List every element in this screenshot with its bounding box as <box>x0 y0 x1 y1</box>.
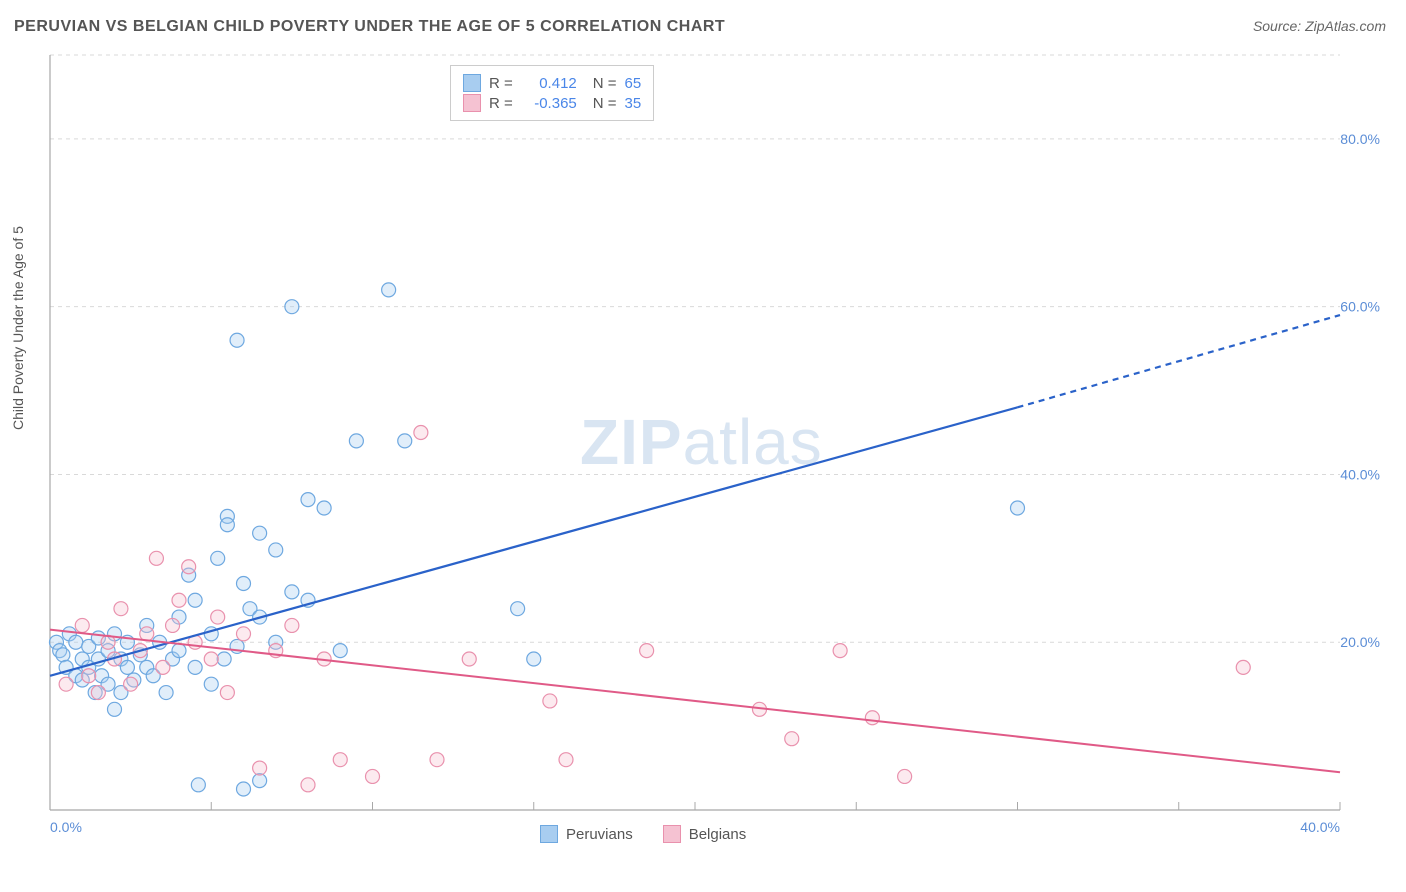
correlation-stats-box: R = 0.412 N = 65 R = -0.365 N = 35 <box>450 65 654 121</box>
legend-item-b: Belgians <box>663 825 747 843</box>
legend-label-a: Peruvians <box>566 826 633 843</box>
svg-text:60.0%: 60.0% <box>1340 299 1380 315</box>
r-value-b: -0.365 <box>521 95 577 112</box>
swatch-peruvians <box>463 74 481 92</box>
n-label: N = <box>593 95 617 112</box>
legend-item-a: Peruvians <box>540 825 633 843</box>
n-value-a: 65 <box>625 75 642 92</box>
r-label: R = <box>489 75 513 92</box>
stats-row-b: R = -0.365 N = 35 <box>463 94 641 112</box>
swatch-belgians <box>463 94 481 112</box>
svg-text:20.0%: 20.0% <box>1340 634 1380 650</box>
svg-text:40.0%: 40.0% <box>1300 819 1340 835</box>
scatter-chart: 20.0% 40.0% 60.0% 80.0% 0.0% 40.0% <box>0 0 1406 892</box>
swatch-peruvians <box>540 825 558 843</box>
legend-label-b: Belgians <box>689 826 747 843</box>
svg-text:40.0%: 40.0% <box>1340 466 1380 482</box>
r-value-a: 0.412 <box>521 75 577 92</box>
n-value-b: 35 <box>625 95 642 112</box>
legend: Peruvians Belgians <box>540 825 746 843</box>
svg-text:80.0%: 80.0% <box>1340 131 1380 147</box>
stats-row-a: R = 0.412 N = 65 <box>463 74 641 92</box>
svg-text:0.0%: 0.0% <box>50 819 82 835</box>
swatch-belgians <box>663 825 681 843</box>
r-label: R = <box>489 95 513 112</box>
n-label: N = <box>593 75 617 92</box>
